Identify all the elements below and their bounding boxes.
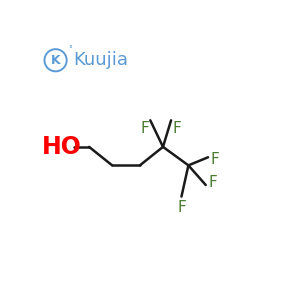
Text: HO: HO (41, 135, 81, 159)
Text: K: K (51, 54, 60, 67)
Text: F: F (172, 122, 181, 136)
Text: Kuujia: Kuujia (73, 51, 128, 69)
Text: F: F (208, 175, 217, 190)
Text: F: F (177, 200, 186, 215)
Text: F: F (140, 122, 149, 136)
Text: °: ° (68, 45, 72, 54)
Text: F: F (211, 152, 220, 167)
